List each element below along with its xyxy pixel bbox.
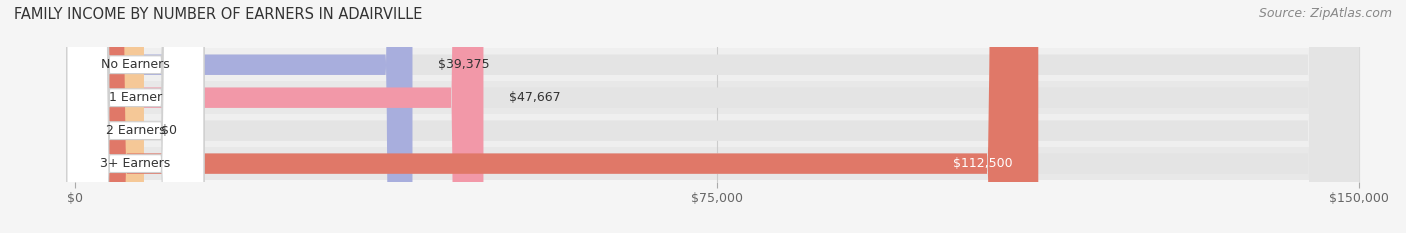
FancyBboxPatch shape	[76, 0, 1038, 233]
FancyBboxPatch shape	[76, 0, 1360, 233]
Text: $112,500: $112,500	[953, 157, 1012, 170]
Text: No Earners: No Earners	[101, 58, 170, 71]
FancyBboxPatch shape	[67, 0, 204, 233]
Text: $47,667: $47,667	[509, 91, 561, 104]
Text: $0: $0	[162, 124, 177, 137]
FancyBboxPatch shape	[76, 0, 143, 233]
FancyBboxPatch shape	[76, 147, 1360, 180]
Text: FAMILY INCOME BY NUMBER OF EARNERS IN ADAIRVILLE: FAMILY INCOME BY NUMBER OF EARNERS IN AD…	[14, 7, 422, 22]
FancyBboxPatch shape	[67, 0, 204, 233]
Text: 1 Earner: 1 Earner	[108, 91, 162, 104]
FancyBboxPatch shape	[76, 48, 1360, 81]
Text: $39,375: $39,375	[439, 58, 489, 71]
FancyBboxPatch shape	[76, 0, 1360, 233]
FancyBboxPatch shape	[76, 81, 1360, 114]
Text: 3+ Earners: 3+ Earners	[100, 157, 170, 170]
FancyBboxPatch shape	[76, 0, 1360, 233]
FancyBboxPatch shape	[76, 0, 1360, 233]
FancyBboxPatch shape	[67, 0, 204, 233]
Text: 2 Earners: 2 Earners	[105, 124, 166, 137]
FancyBboxPatch shape	[76, 0, 412, 233]
FancyBboxPatch shape	[67, 0, 204, 233]
Text: Source: ZipAtlas.com: Source: ZipAtlas.com	[1258, 7, 1392, 20]
FancyBboxPatch shape	[76, 0, 484, 233]
FancyBboxPatch shape	[76, 114, 1360, 147]
